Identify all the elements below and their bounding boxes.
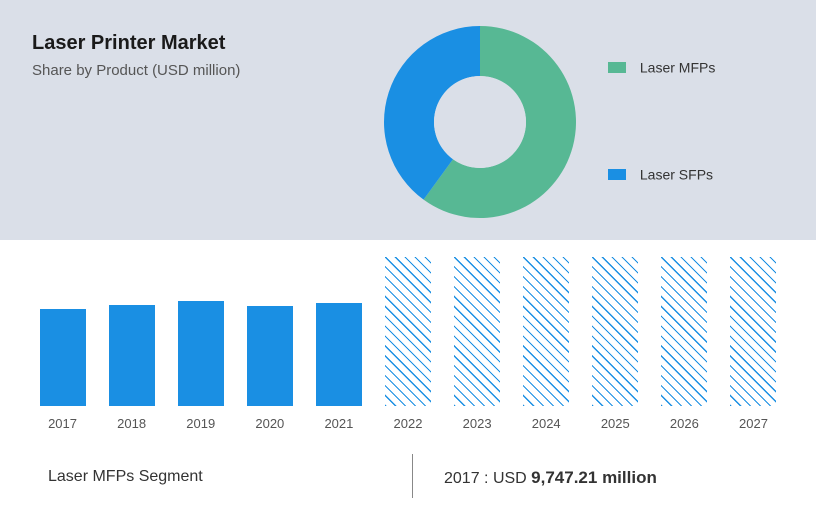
stat-year: 2017 bbox=[444, 470, 480, 487]
stat-prefix: : USD bbox=[484, 470, 527, 487]
bar-x-label: 2021 bbox=[304, 416, 373, 431]
legend-label-mfps: Laser MFPs bbox=[640, 59, 715, 75]
legend-label-sfps: Laser SFPs bbox=[640, 166, 713, 182]
footer: Laser MFPs Segment 2017 : USD 9,747.21 m… bbox=[0, 440, 816, 528]
footer-divider bbox=[412, 454, 413, 498]
bar-column bbox=[719, 256, 788, 406]
bar-x-label: 2026 bbox=[650, 416, 719, 431]
stat-value: 9,747.21 million bbox=[531, 468, 657, 487]
donut-chart bbox=[370, 12, 590, 232]
bar-chart: 2017201820192020202120222023202420252026… bbox=[0, 240, 816, 440]
bar-forecast bbox=[592, 257, 638, 406]
bar-column bbox=[235, 256, 304, 406]
chart-title: Laser Printer Market bbox=[32, 32, 225, 55]
bar-column bbox=[650, 256, 719, 406]
bar-actual bbox=[247, 306, 293, 406]
bar-x-label: 2018 bbox=[97, 416, 166, 431]
bar-actual bbox=[109, 305, 155, 406]
bar-x-label: 2027 bbox=[719, 416, 788, 431]
top-panel: Laser Printer Market Share by Product (U… bbox=[0, 0, 816, 240]
bar-x-labels: 2017201820192020202120222023202420252026… bbox=[28, 416, 788, 431]
bar-column bbox=[373, 256, 442, 406]
bar-forecast bbox=[523, 257, 569, 406]
stat-line: 2017 : USD 9,747.21 million bbox=[444, 468, 657, 488]
bar-column bbox=[166, 256, 235, 406]
bar-x-label: 2022 bbox=[373, 416, 442, 431]
bar-column bbox=[512, 256, 581, 406]
bar-x-label: 2017 bbox=[28, 416, 97, 431]
donut-hole bbox=[434, 76, 526, 168]
bar-actual bbox=[316, 303, 362, 406]
bar-forecast bbox=[661, 257, 707, 406]
bar-plot-area bbox=[28, 256, 788, 406]
legend-swatch-mfps bbox=[608, 62, 626, 73]
bar-forecast bbox=[730, 257, 776, 406]
bar-column bbox=[28, 256, 97, 406]
bar-forecast bbox=[454, 257, 500, 406]
segment-label: Laser MFPs Segment bbox=[48, 468, 203, 486]
bar-x-label: 2019 bbox=[166, 416, 235, 431]
bar-column bbox=[97, 256, 166, 406]
bar-actual bbox=[178, 301, 224, 406]
bar-x-label: 2025 bbox=[581, 416, 650, 431]
bar-actual bbox=[40, 309, 86, 406]
legend-item-mfps: Laser MFPs bbox=[608, 58, 715, 75]
bar-column bbox=[304, 256, 373, 406]
bar-column bbox=[581, 256, 650, 406]
legend-item-sfps: Laser SFPs bbox=[608, 165, 713, 182]
bar-forecast bbox=[385, 257, 431, 406]
chart-subtitle: Share by Product (USD million) bbox=[32, 62, 240, 79]
bar-x-label: 2024 bbox=[512, 416, 581, 431]
legend-swatch-sfps bbox=[608, 169, 626, 180]
bar-column bbox=[443, 256, 512, 406]
bar-x-label: 2023 bbox=[443, 416, 512, 431]
bar-x-label: 2020 bbox=[235, 416, 304, 431]
